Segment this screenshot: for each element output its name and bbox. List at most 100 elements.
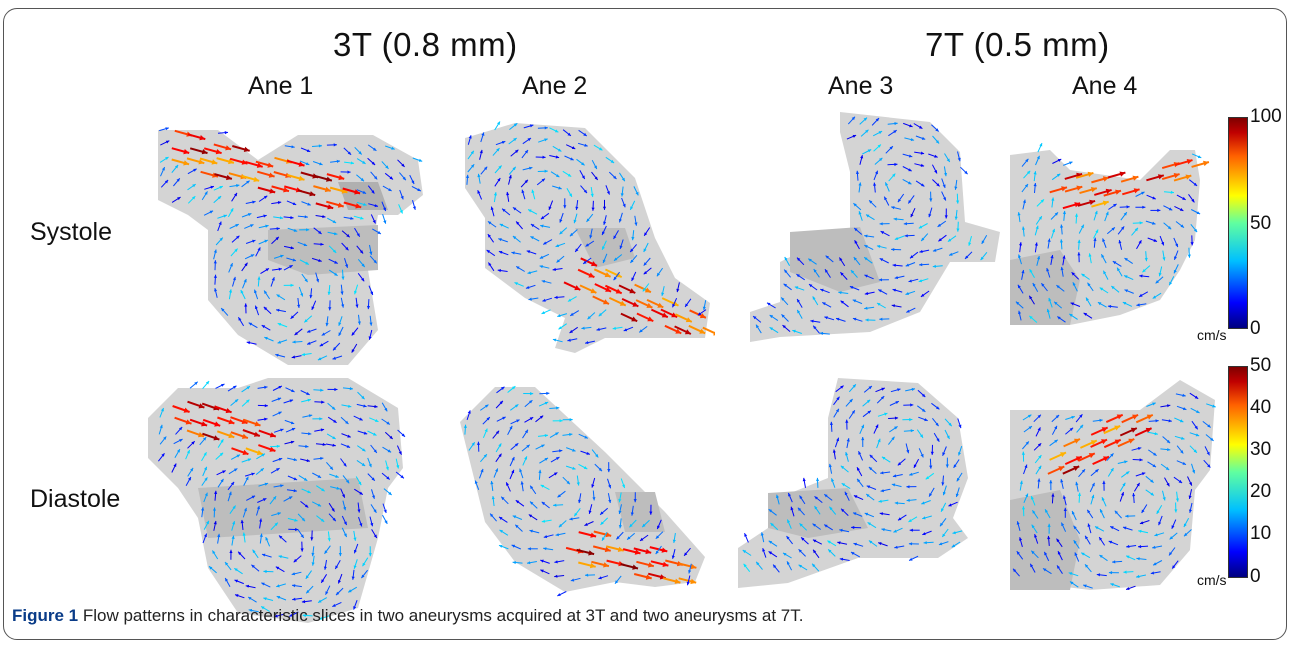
flow-vector-head	[1155, 419, 1159, 423]
flow-vector-head	[906, 449, 910, 454]
flow-vector-head	[864, 512, 869, 516]
colorbar-systole-mid: 50	[1250, 213, 1272, 234]
flow-vector-head	[908, 154, 913, 158]
flow-vector-head	[1196, 410, 1200, 413]
flow-vector-head	[521, 189, 525, 194]
flow-vector-head	[851, 552, 855, 555]
flow-vector-head	[1073, 525, 1077, 530]
flow-vector-head	[657, 525, 660, 529]
flow-vector-head	[820, 288, 824, 292]
flow-vector-head	[869, 454, 873, 459]
flow-vector-head	[581, 175, 585, 179]
colorbar-systole	[1228, 117, 1248, 329]
flow-vector-head	[866, 485, 871, 489]
flow-vector-head	[251, 495, 256, 499]
flow-vector-head	[528, 514, 533, 518]
flow-vector-head	[584, 435, 588, 439]
flow-vector-head	[1069, 161, 1073, 165]
flow-vector-head	[515, 404, 519, 408]
flow-vector-head	[814, 496, 818, 500]
colorbar-diastole-tick-50: 50	[1250, 355, 1272, 376]
flow-field-image	[158, 127, 423, 365]
flow-vector-head	[851, 410, 855, 414]
flow-vector-head	[1060, 479, 1064, 483]
flow-vector-head	[852, 299, 857, 303]
flow-vector-head	[307, 329, 311, 333]
flow-vector-head	[891, 206, 895, 210]
flow-vector-head	[307, 341, 311, 345]
flow-vector-head	[1110, 453, 1114, 457]
flow-vector-head	[1063, 507, 1067, 511]
flow-vector-head	[268, 172, 275, 178]
flow-vector-head	[1029, 295, 1033, 300]
flow-vector-head	[851, 116, 855, 121]
flow-vector-head	[257, 247, 261, 251]
flow-vector-head	[334, 260, 338, 264]
flow-vector-head	[942, 533, 946, 537]
flow-vector-head	[925, 476, 930, 480]
flow-vector-head	[273, 496, 277, 500]
flow-vector-head	[557, 148, 562, 152]
flow-vector-head	[1166, 439, 1171, 444]
flow-vector-head	[567, 132, 571, 136]
flow-vector-head	[865, 318, 869, 322]
flow-vector-head	[832, 449, 836, 453]
flow-vector-head	[375, 419, 379, 422]
flow-vector-head	[321, 332, 326, 336]
flow-vector-head	[194, 381, 198, 385]
flow-vector-head	[1017, 284, 1021, 289]
flow-field-image	[465, 121, 715, 353]
flow-vector-head	[231, 535, 235, 539]
flow-vector-head	[368, 463, 372, 468]
flow-vector-head	[863, 117, 867, 121]
flow-vector-head	[263, 569, 267, 574]
flow-vector-head	[220, 478, 224, 483]
flow-vector-head	[940, 522, 944, 527]
flow-vector-head	[354, 189, 361, 195]
flow-panel-ane2-systole	[455, 118, 715, 358]
flow-vector-head	[1139, 521, 1144, 525]
flow-vector-head	[555, 432, 559, 436]
flow-vector-head	[822, 302, 826, 306]
flow-vector-head	[331, 406, 336, 410]
flow-vector-head	[271, 277, 275, 281]
flow-vector-head	[1193, 228, 1198, 233]
flow-vector-head	[1074, 438, 1080, 444]
flow-vector-head	[553, 503, 557, 507]
flow-vector-head	[228, 491, 232, 496]
flow-vector-head	[570, 157, 574, 161]
flow-vector-head	[350, 216, 354, 220]
flow-vector-head	[877, 303, 881, 306]
flow-vector-head	[929, 465, 933, 469]
flow-vector-head	[1154, 432, 1158, 436]
flow-vector-head	[362, 448, 366, 452]
flow-vector-head	[585, 573, 589, 577]
flow-vector-head	[1167, 226, 1172, 230]
flow-vector-head	[1132, 414, 1139, 420]
flow-vector-head	[1114, 439, 1121, 445]
flow-vector-head	[234, 248, 238, 252]
flow-vector-head	[512, 386, 516, 390]
flow-vector-head	[1070, 302, 1075, 306]
flow-vector-head	[932, 248, 937, 252]
flow-vector-head	[540, 484, 545, 488]
flow-vector-head	[212, 550, 216, 554]
flow-vector-head	[797, 257, 801, 261]
flow-vector-head	[540, 569, 544, 573]
flow-vector-head	[1055, 415, 1060, 419]
flow-vector-head	[952, 531, 956, 535]
flow-vector-head	[615, 288, 622, 294]
flow-vector-head	[643, 248, 647, 252]
flow-vector-head	[1069, 313, 1073, 317]
flow-vector-head	[618, 510, 622, 514]
flow-vector-head	[1123, 212, 1127, 216]
flow-vector-head	[1174, 509, 1178, 513]
flow-vector-head	[374, 176, 378, 180]
flow-vector-head	[1110, 583, 1114, 587]
flow-vector-head	[541, 444, 545, 448]
flow-vector-head	[346, 479, 350, 484]
flow-vector-head	[292, 202, 297, 205]
flow-vector-head	[353, 565, 357, 569]
flow-vector-head	[264, 417, 268, 421]
flow-vector-head	[685, 317, 692, 323]
